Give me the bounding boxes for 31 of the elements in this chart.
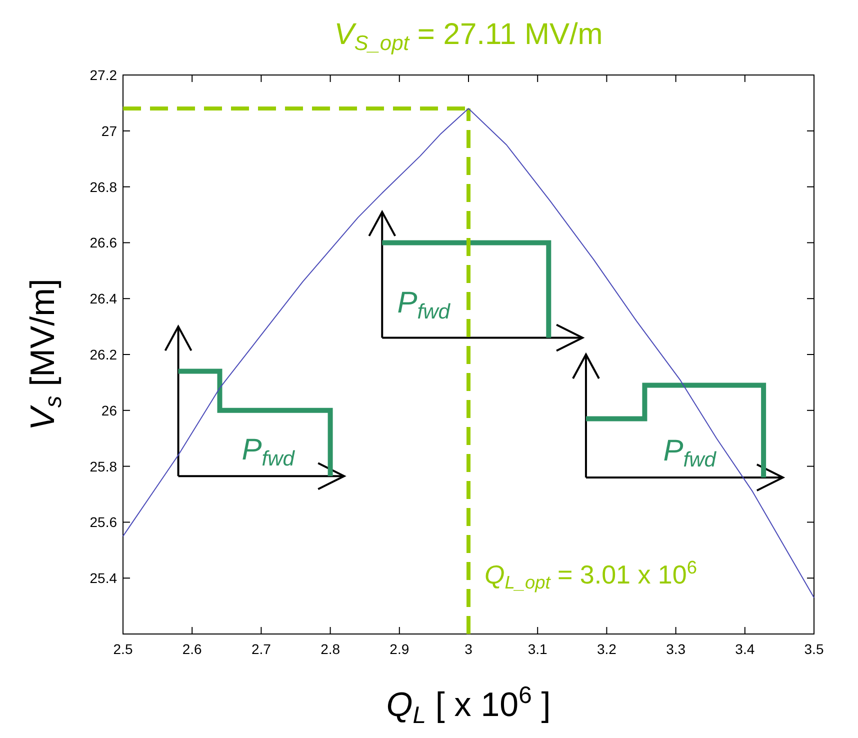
chart-title: V$_{S_opt}$ = 27.11 MV/m [334,18,603,56]
step-diagram: P$_{fwd}$ [572,352,786,492]
step-diagram: P$_{fwd}$ [368,210,585,352]
x-tick-label: 3.3 [666,641,686,657]
annotation: P$_{fwd}$ [397,286,452,324]
y-tick-label: 26.8 [90,178,118,195]
x-tick-label: 2.5 [113,641,133,657]
x-tick-label: 2.8 [320,641,340,657]
x-tick-label: 3.5 [804,641,824,657]
y-tick-label: 27 [101,122,118,139]
x-tick-label: 3 [464,641,473,657]
x-tick-label: 2.7 [251,641,272,657]
x-tick-label: 3.4 [735,641,755,657]
y-tick-label: 26.2 [90,346,118,362]
step-diagram: P$_{fwd}$ [164,324,346,490]
x-axis-title: Q$_{L}$ [ x 10$^{6}$ ] [386,682,551,730]
annotation: P$_{fwd}$ [242,433,296,471]
x-tick-label: 2.6 [182,641,202,657]
line-series [122,108,814,598]
y-tick-label: 26 [101,402,118,418]
y-tick-label: 27.2 [90,67,118,83]
y-tick-label: 25.8 [90,458,118,474]
x-tick-label: 2.9 [390,641,410,657]
y-tick-label: 25.6 [90,514,118,530]
y-tick-label: 26.4 [90,290,118,307]
annotation: P$_{fwd}$ [663,434,718,472]
y-tick-label: 26.6 [90,234,118,251]
annotation: Q$_{L_opt}$ = 3.01 x 10$^{6}$ [484,558,697,594]
x-tick-label: 3.2 [596,641,617,657]
y-tick-label: 25.4 [90,570,118,586]
x-tick-label: 3.1 [528,641,548,657]
